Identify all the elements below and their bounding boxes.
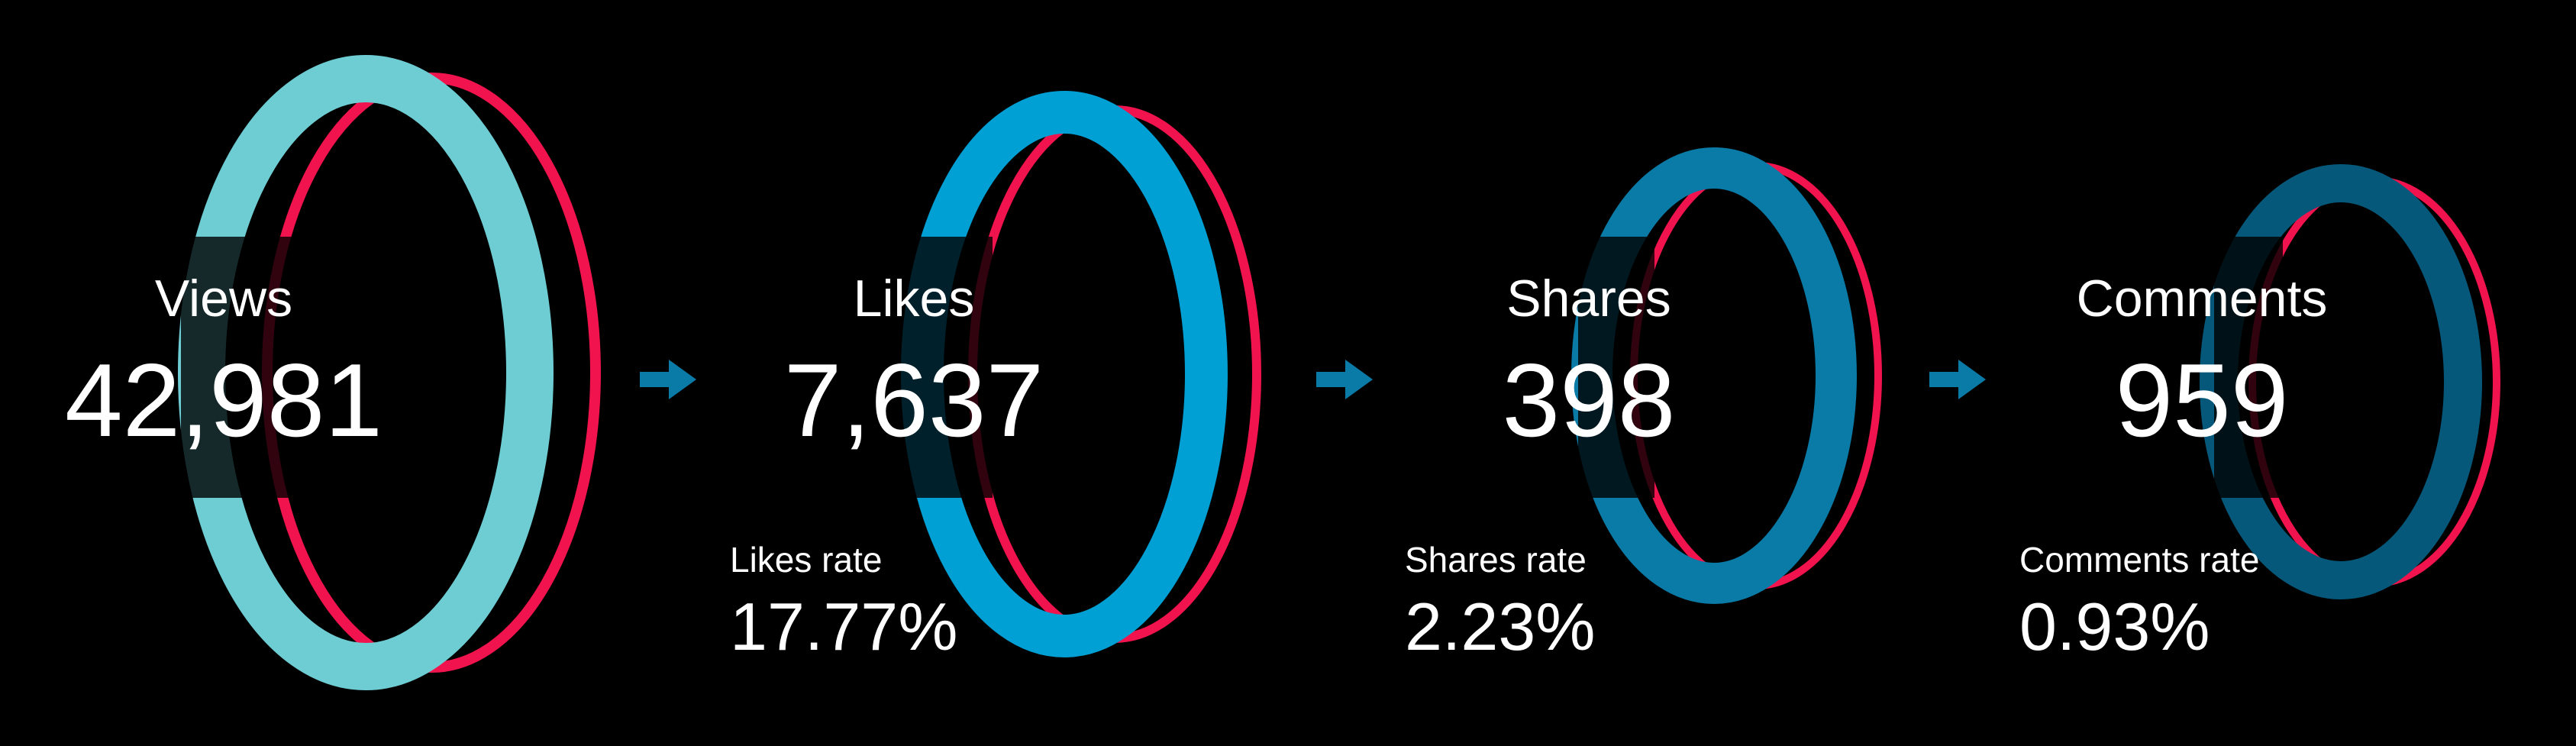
stage-value-likes: 7,637 — [783, 342, 1044, 458]
stage-ring-views — [178, 55, 601, 690]
label-backdrop-shares — [1578, 237, 1654, 498]
stage-value-shares: 398 — [1502, 342, 1676, 458]
stage-ring-shares — [1571, 147, 1882, 604]
rate-label-comments: Comments rate — [2019, 540, 2260, 580]
rate-label-shares: Shares rate — [1405, 540, 1587, 580]
arrow-icon-3 — [1929, 360, 1986, 399]
stage-value-views: 42,981 — [65, 342, 383, 458]
label-backdrop-comments — [2214, 237, 2283, 498]
label-backdrop-likes — [901, 237, 993, 498]
rate-value-comments: 0.93% — [2019, 589, 2210, 664]
rate-value-likes: 17.77% — [730, 589, 958, 664]
rate-value-shares: 2.23% — [1405, 589, 1596, 664]
stage-title-shares: Shares — [1506, 270, 1671, 328]
label-backdrop-views — [181, 237, 311, 498]
arrow-icon-2 — [1316, 360, 1373, 399]
arrow-icon-1 — [640, 360, 696, 399]
rate-label-likes: Likes rate — [730, 540, 883, 580]
stage-title-comments: Comments — [2076, 270, 2328, 328]
stage-title-views: Views — [154, 270, 293, 328]
stage-title-likes: Likes — [853, 270, 975, 328]
stage-ring-likes — [901, 91, 1261, 657]
stage-value-comments: 959 — [2115, 342, 2289, 458]
stage-ring-comments — [2200, 164, 2500, 599]
